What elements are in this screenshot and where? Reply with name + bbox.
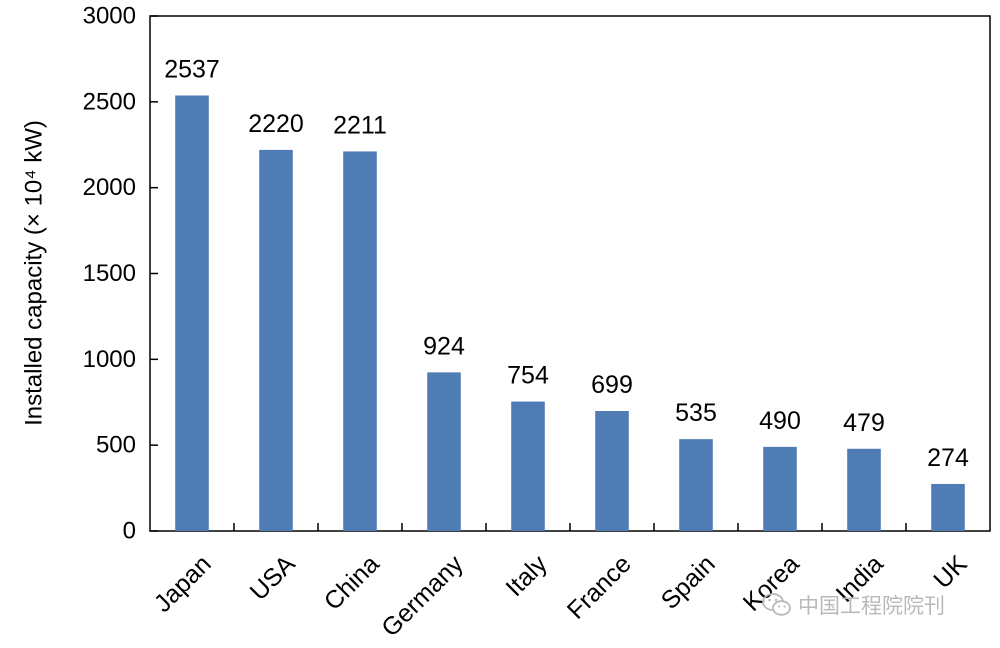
y-tick-label: 1000 <box>83 346 136 373</box>
category-label-japan: Japan <box>149 550 217 618</box>
category-label-italy: Italy <box>500 550 553 603</box>
data-label-france: 699 <box>591 371 633 399</box>
y-tick-label: 1500 <box>83 260 136 287</box>
watermark-text: 中国工程院院刊 <box>798 590 945 620</box>
y-tick-label: 500 <box>96 432 136 459</box>
data-label-india: 479 <box>843 409 885 437</box>
bar-china <box>343 151 377 531</box>
data-label-japan: 2537 <box>164 55 220 83</box>
data-label-spain: 535 <box>675 399 717 427</box>
y-tick-label: 2500 <box>83 88 136 115</box>
bar-spain <box>679 439 713 531</box>
bars <box>175 95 965 531</box>
bar-korea <box>763 447 797 531</box>
watermark: 中国工程院院刊 <box>762 588 945 622</box>
y-tick-label: 3000 <box>83 3 136 30</box>
y-axis: 0 500 1000 1500 2000 2500 3000 <box>83 3 158 545</box>
bar-japan <box>175 95 209 531</box>
bar-italy <box>511 402 545 531</box>
category-label-china: China <box>319 550 385 616</box>
data-label-uk: 274 <box>927 444 969 472</box>
bar-usa <box>259 150 293 531</box>
data-label-korea: 490 <box>759 407 801 435</box>
y-axis-title: Installed capacity (× 10⁴ kW) <box>21 120 48 426</box>
bar-france <box>595 411 629 531</box>
category-label-germany: Germany <box>376 550 469 643</box>
data-label-italy: 754 <box>507 362 549 390</box>
data-label-china: 2211 <box>333 111 387 139</box>
data-label-usa: 2220 <box>248 110 304 138</box>
category-label-spain: Spain <box>656 550 721 615</box>
category-label-france: France <box>562 550 637 625</box>
bar-india <box>847 449 881 531</box>
y-tick-label: 0 <box>123 518 136 545</box>
category-label-usa: USA <box>245 550 301 606</box>
x-axis <box>234 523 906 531</box>
wechat-icon <box>762 592 792 618</box>
bar-uk <box>931 484 965 531</box>
bar-germany <box>427 372 461 531</box>
y-tick-label: 2000 <box>83 174 136 201</box>
data-label-germany: 924 <box>423 332 465 360</box>
